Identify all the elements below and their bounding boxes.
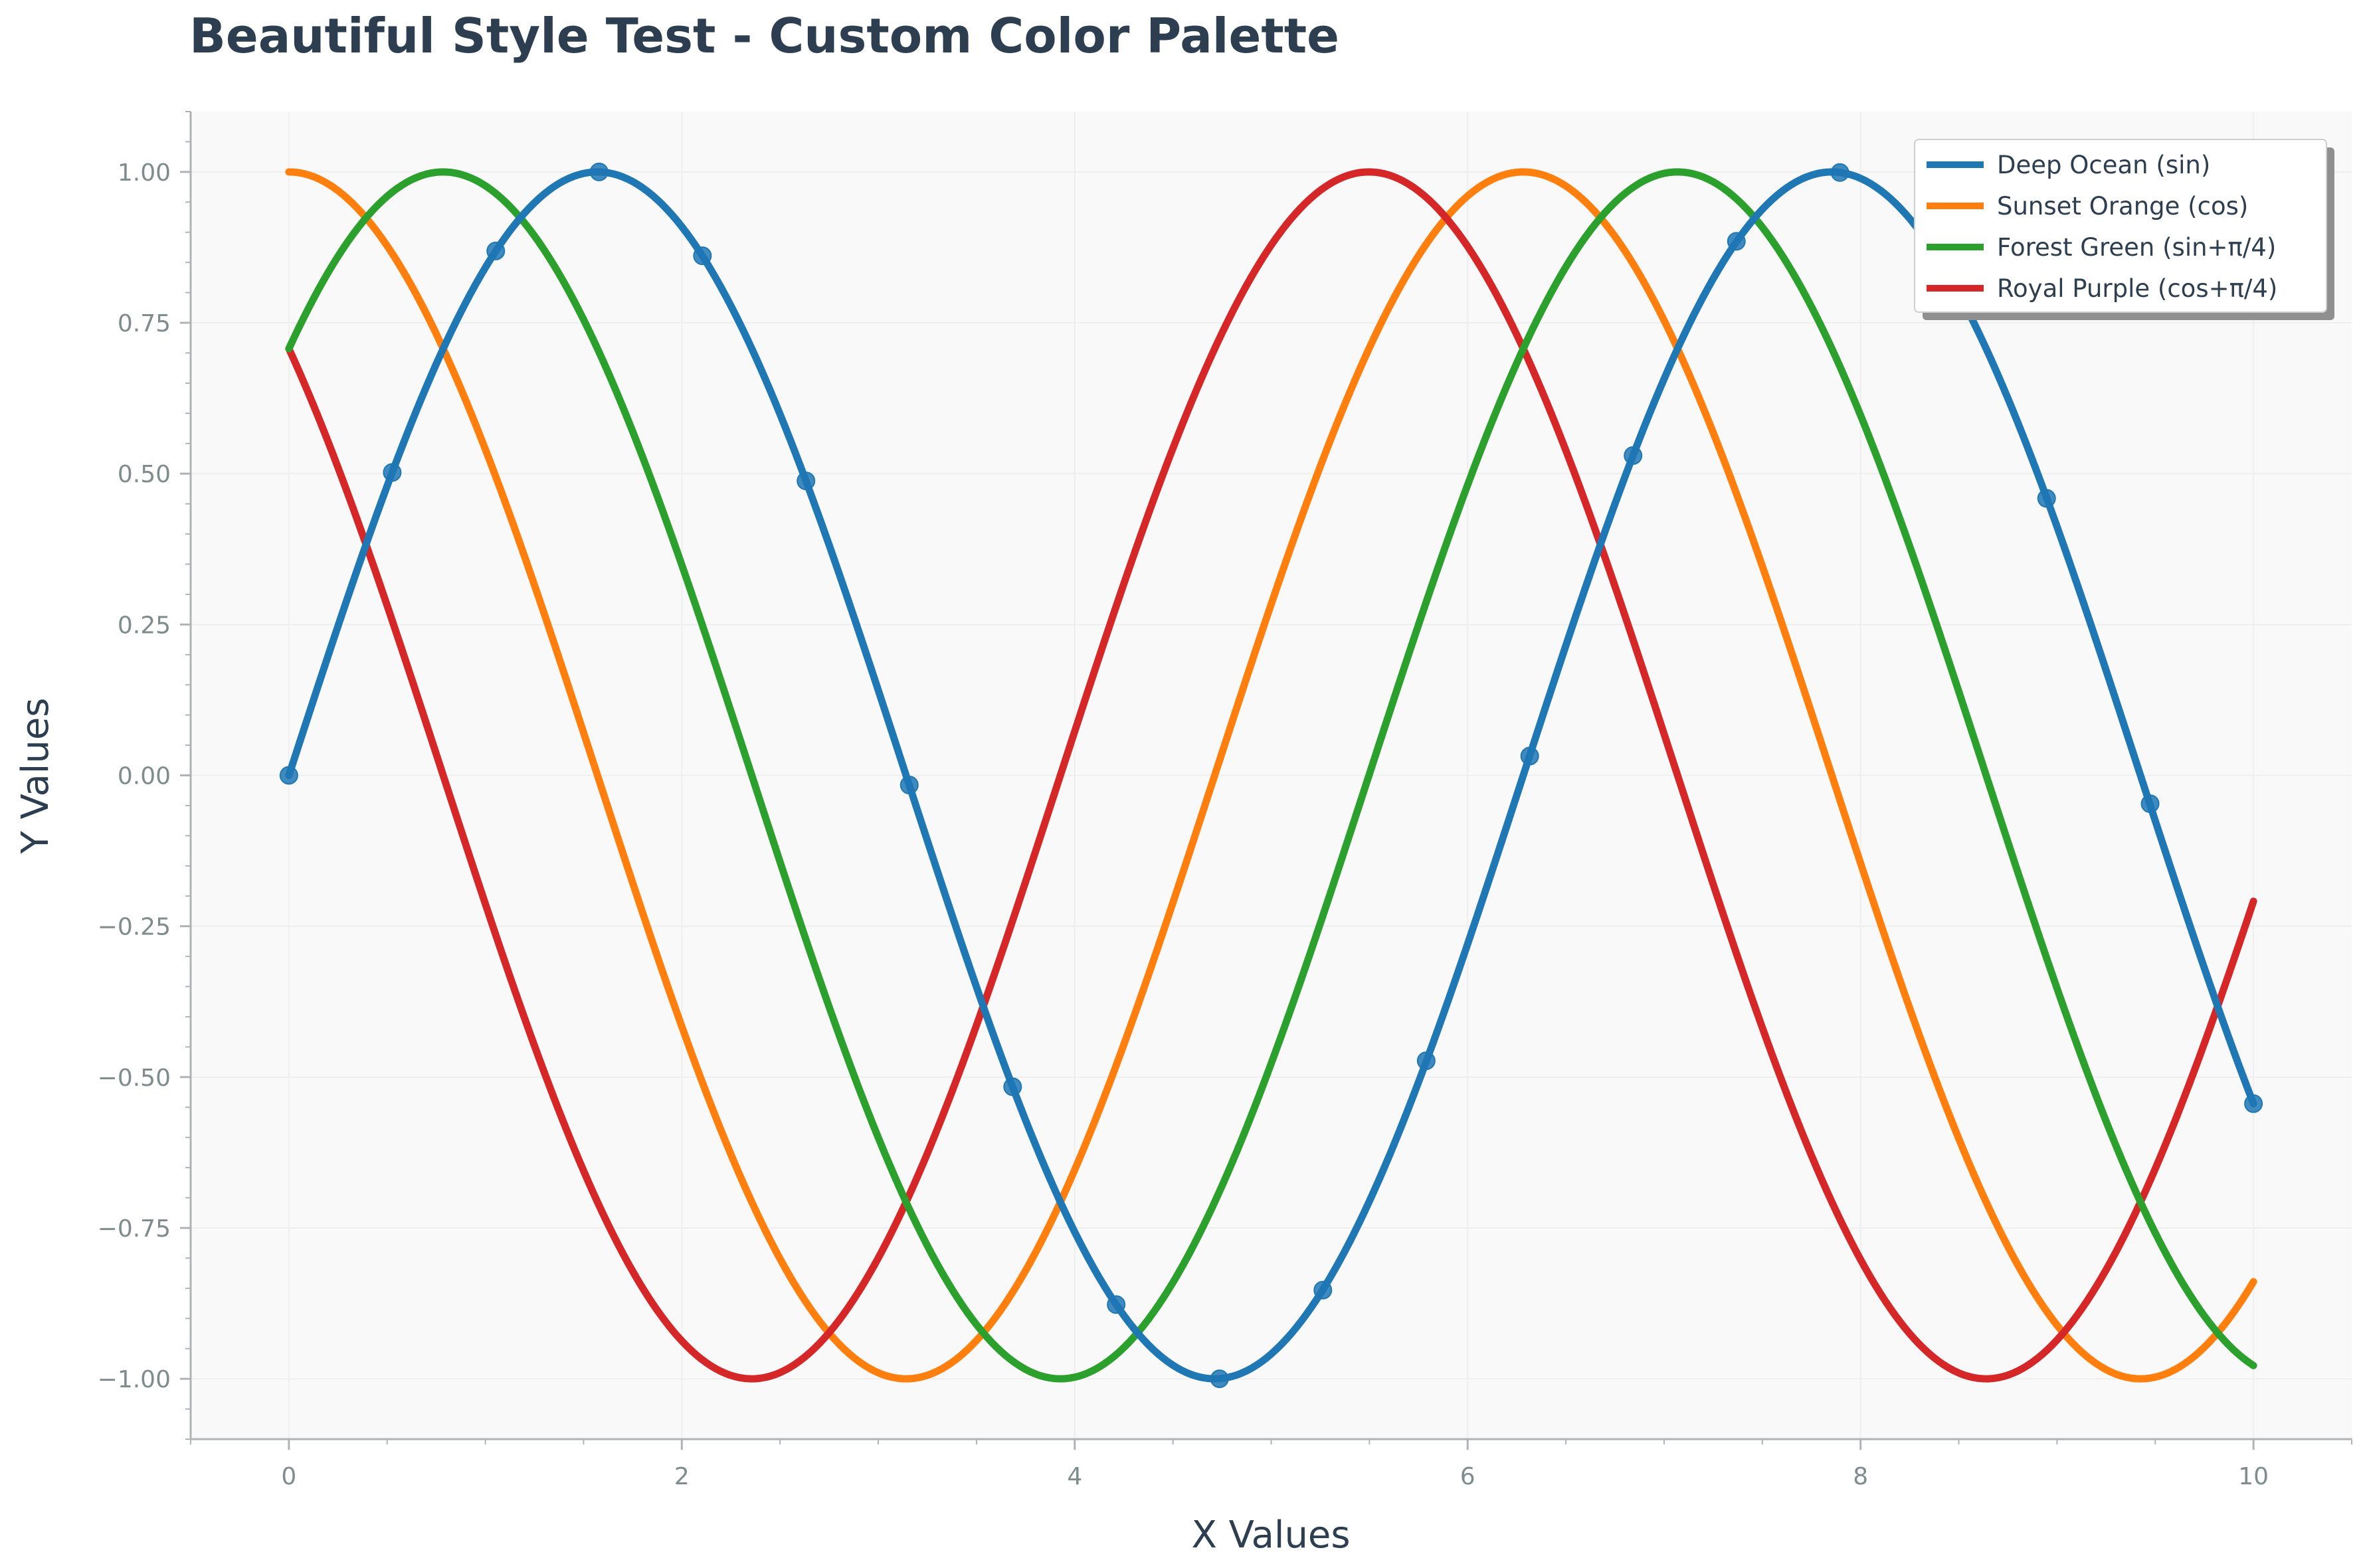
y-tick-label: −0.50: [98, 1065, 171, 1092]
data-point: [1313, 1280, 1333, 1300]
legend-label: Deep Ocean (sin): [1997, 151, 2210, 179]
data-point: [1416, 1051, 1436, 1071]
y-tick-label: 0.00: [118, 763, 171, 790]
data-point: [2037, 489, 2056, 508]
x-tick-label: 4: [1067, 1463, 1082, 1490]
data-point: [2140, 794, 2160, 814]
data-point: [1520, 746, 1539, 766]
x-axis-label: X Values: [1191, 1514, 1350, 1557]
axis-ticks: 1.00 0.75 0.50 0.25 0.00 −0.25 −0.50 −0.75 −1.00…: [98, 111, 2352, 1490]
data-point: [383, 463, 402, 482]
data-point: [693, 246, 712, 266]
y-tick-label: −0.25: [98, 914, 171, 941]
data-point: [1003, 1077, 1022, 1096]
y-tick-label: 0.75: [118, 310, 171, 337]
legend: Deep Ocean (sin) Sunset Orange (cos) Fores…: [1914, 139, 2334, 320]
legend-label: Royal Purple (cos+π/4): [1997, 274, 2277, 303]
data-point: [2244, 1094, 2263, 1113]
data-point: [486, 241, 506, 260]
data-point: [589, 162, 609, 181]
legend-label: Sunset Orange (cos): [1997, 192, 2248, 220]
grid: [191, 112, 2352, 1439]
x-tick-label: 6: [1460, 1463, 1475, 1490]
x-tick-label: 8: [1853, 1463, 1868, 1490]
legend-label: Forest Green (sin+π/4): [1997, 233, 2276, 262]
x-tick-label: 0: [281, 1463, 296, 1490]
x-tick-label: 2: [674, 1463, 690, 1490]
data-point: [1210, 1369, 1229, 1389]
chart-title: Beautiful Style Test - Custom Color Pale…: [189, 8, 1339, 64]
y-tick-label: −0.75: [98, 1215, 171, 1243]
y-tick-label: 0.50: [118, 461, 171, 488]
data-point: [1727, 232, 1746, 251]
data-point: [899, 776, 919, 795]
series-line-4: [285, 168, 2257, 1383]
data-point: [1830, 163, 1849, 182]
y-tick-label: 1.00: [118, 159, 171, 187]
legend-box: [1914, 139, 2327, 313]
y-tick-label: −1.00: [98, 1366, 171, 1393]
y-axis-label: Y Values: [14, 698, 57, 855]
data-point: [279, 766, 298, 785]
series-line-3: [285, 168, 2257, 1383]
data-point: [1624, 446, 1643, 465]
data-point: [1107, 1295, 1126, 1314]
data-point: [797, 472, 816, 491]
y-tick-label: 0.25: [118, 612, 171, 639]
series-line-2: [285, 168, 2257, 1383]
x-tick-label: 10: [2238, 1463, 2269, 1490]
